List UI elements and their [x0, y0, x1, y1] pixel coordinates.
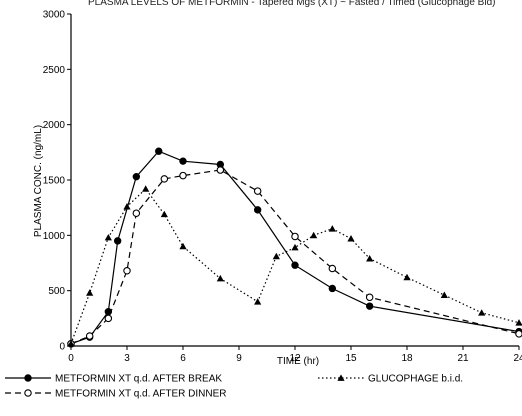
series-2 — [67, 166, 522, 348]
y-tick-label: 3000 — [43, 10, 66, 21]
series-2-point — [328, 264, 337, 273]
series-3-point — [291, 243, 299, 251]
legend-label: METFORMIN XT q.d. AFTER DINNER — [55, 389, 227, 400]
series-3-point — [478, 309, 486, 316]
series-3-point — [254, 298, 262, 305]
series-2-point — [85, 332, 94, 340]
y-tick-label: 1000 — [43, 231, 66, 242]
series-3-point — [142, 185, 150, 192]
x-axis-label: TIME (hr) — [277, 356, 319, 367]
series-2-point — [179, 171, 187, 180]
series-1-point — [328, 284, 337, 293]
y-tick-label: 500 — [48, 286, 65, 297]
legend-label: GLUCOPHAGE b.i.d. — [368, 374, 463, 385]
x-tick-label: 15 — [345, 353, 357, 364]
series-3 — [67, 185, 522, 347]
axes: 0 500 1000 1500 2000 2500 3000 0 3 6 9 12 15 18 21 24 — [43, 10, 522, 365]
series-3-point — [347, 235, 355, 242]
series-3-point — [67, 340, 75, 347]
series-1-point — [132, 172, 141, 181]
legend-swatch-marker — [337, 374, 345, 381]
y-axis-label: PLASMA CONC. (ng/mL) — [33, 125, 44, 237]
series-2-point — [365, 293, 374, 302]
series-1-point — [291, 261, 299, 269]
series-3-point — [104, 233, 112, 241]
series-1-point — [113, 237, 122, 245]
chart-caption-fragment: PLASMA LEVELS OF METFORMIN - Tapered Mgs… — [88, 0, 495, 8]
series-2-point — [216, 166, 225, 174]
x-tick-label: 21 — [457, 353, 469, 364]
y-tick-label: 1500 — [43, 176, 66, 187]
series-3-point — [179, 242, 187, 250]
series-3-point — [272, 252, 280, 260]
x-tick-label: 6 — [180, 353, 186, 364]
series-2-point — [104, 314, 113, 323]
x-tick-label: 0 — [68, 353, 74, 364]
series-3-point — [403, 273, 411, 281]
series-1-point — [253, 206, 262, 214]
y-tick-label: 2500 — [43, 65, 66, 76]
x-tick-label: 12 — [289, 353, 301, 364]
series-2-point — [123, 266, 131, 275]
series-2-point — [160, 175, 169, 183]
series-3-point — [440, 291, 448, 298]
series-2-point — [291, 232, 299, 241]
y-tick-label: 2000 — [43, 120, 66, 131]
series-layer — [67, 147, 522, 348]
series-3-point — [86, 289, 94, 296]
x-tick-label: 18 — [401, 353, 413, 364]
legend-item-1: METFORMIN XT q.d. AFTER BREAK — [5, 374, 222, 385]
legend: METFORMIN XT q.d. AFTER BREAK METFORMIN X… — [5, 374, 463, 400]
legend-item-3: GLUCOPHAGE b.i.d. — [318, 374, 463, 385]
series-1-point — [179, 157, 187, 165]
series-2-point — [253, 187, 262, 195]
series-3-point — [216, 274, 224, 282]
series-2-point — [132, 209, 141, 217]
series-1-point — [365, 302, 374, 310]
series-3-point — [515, 319, 522, 326]
series-3-point — [328, 225, 336, 232]
series-3-point — [366, 254, 374, 262]
legend-swatch-marker — [24, 389, 32, 397]
x-tick-label: 24 — [513, 353, 522, 364]
y-tick-label: 0 — [59, 342, 65, 353]
x-tick-label: 3 — [124, 353, 130, 364]
series-2-point — [515, 330, 522, 338]
series-3-point — [160, 210, 168, 218]
series-3-point — [123, 202, 131, 210]
x-tick-label: 9 — [236, 353, 242, 364]
series-1-point — [155, 147, 163, 155]
legend-label: METFORMIN XT q.d. AFTER BREAK — [55, 374, 222, 385]
series-3-point — [310, 231, 318, 239]
legend-swatch-marker — [24, 374, 32, 382]
legend-item-2: METFORMIN XT q.d. AFTER DINNER — [5, 389, 227, 400]
